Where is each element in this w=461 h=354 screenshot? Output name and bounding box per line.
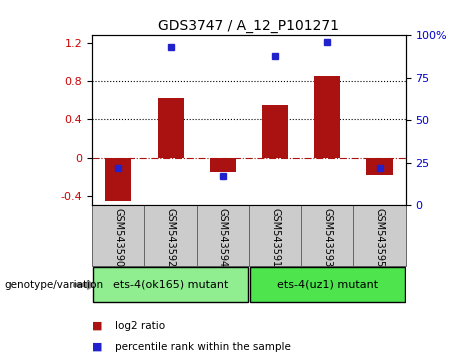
Bar	[249, 205, 301, 266]
Text: GSM543595: GSM543595	[374, 208, 384, 268]
Bar	[366, 158, 393, 175]
Text: GSM543592: GSM543592	[165, 208, 176, 268]
Text: percentile rank within the sample: percentile rank within the sample	[115, 342, 291, 352]
Bar	[144, 205, 197, 266]
Bar	[314, 76, 340, 158]
Text: GSM543591: GSM543591	[270, 208, 280, 268]
Bar	[93, 268, 248, 302]
Text: ets-4(ok165) mutant: ets-4(ok165) mutant	[113, 279, 228, 289]
Text: ■: ■	[92, 342, 103, 352]
Text: GSM543590: GSM543590	[113, 208, 124, 268]
Text: GSM543593: GSM543593	[322, 208, 332, 268]
Text: genotype/variation: genotype/variation	[5, 280, 104, 290]
Bar	[105, 158, 131, 201]
Title: GDS3747 / A_12_P101271: GDS3747 / A_12_P101271	[159, 19, 339, 33]
Text: log2 ratio: log2 ratio	[115, 321, 165, 331]
Bar	[158, 98, 183, 158]
Bar	[301, 205, 354, 266]
Text: ■: ■	[92, 321, 103, 331]
Text: GSM543594: GSM543594	[218, 208, 228, 268]
Bar	[210, 158, 236, 172]
Bar	[92, 205, 144, 266]
Bar	[197, 205, 249, 266]
Bar	[262, 105, 288, 158]
Bar	[250, 268, 405, 302]
Bar	[354, 205, 406, 266]
Text: ets-4(uz1) mutant: ets-4(uz1) mutant	[277, 279, 378, 289]
